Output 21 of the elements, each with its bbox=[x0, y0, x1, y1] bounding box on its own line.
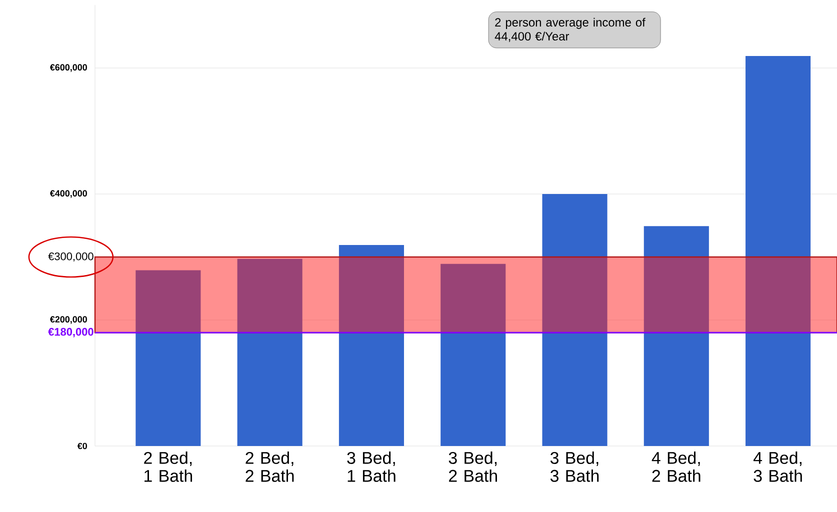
bar bbox=[237, 258, 302, 446]
x-tick-label: 2 Bed, 2 Bath bbox=[246, 452, 294, 482]
x-tick-label: 2 Bed, 1 Bath bbox=[144, 452, 192, 482]
x-tick-label: 4 Bed, 3 Bath bbox=[753, 452, 802, 482]
bar bbox=[644, 226, 709, 446]
band-label: €300,000 bbox=[48, 252, 94, 262]
bar bbox=[136, 270, 201, 446]
bar bbox=[338, 245, 404, 446]
x-tick-label: 3 Bed, 1 Bath bbox=[347, 452, 396, 482]
x-tick-label: 3 Bed, 3 Bath bbox=[550, 452, 599, 482]
annotation: 2 person average income of 44,400 €/Year bbox=[494, 18, 646, 42]
bar bbox=[542, 194, 608, 446]
bar bbox=[746, 56, 811, 446]
y-tick-label: €600,000 bbox=[50, 64, 87, 72]
y-tick-label: €400,000 bbox=[50, 190, 87, 198]
y-tick-label: €0 bbox=[77, 442, 87, 450]
ref-line-label: €180,000 bbox=[48, 328, 94, 338]
x-tick-label: 3 Bed, 2 Bath bbox=[448, 452, 497, 482]
bar bbox=[440, 264, 506, 446]
y-tick-label: €200,000 bbox=[50, 316, 87, 324]
x-tick-label: 4 Bed, 2 Bath bbox=[652, 452, 700, 482]
